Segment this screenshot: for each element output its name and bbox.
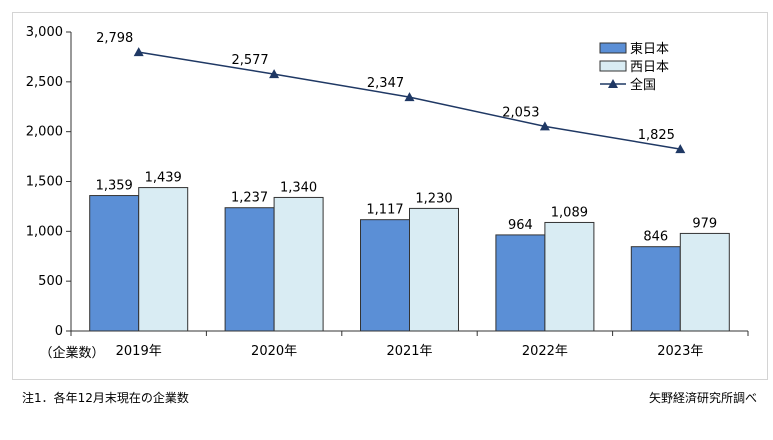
legend-label: 東日本 <box>630 41 669 57</box>
y-tick-label: 1,000 <box>26 224 63 239</box>
bar-data-label: 846 <box>643 230 668 245</box>
x-tick-label: 2019年 <box>116 344 162 359</box>
x-tick-label: 2023年 <box>657 344 703 359</box>
line-data-label: 1,825 <box>638 128 675 143</box>
line-data-label: 2,798 <box>96 31 133 46</box>
y-axis-label: （企業数） <box>39 345 104 361</box>
bar-east <box>630 246 681 332</box>
legend-swatch <box>599 60 627 72</box>
bar-west <box>544 221 595 332</box>
bar-east <box>224 207 275 332</box>
bar-data-label: 964 <box>508 218 533 233</box>
x-tick-label: 2021年 <box>386 344 432 359</box>
legend-label: 全国 <box>630 77 656 93</box>
bar-data-label: 1,089 <box>551 205 588 220</box>
bar-east <box>360 219 410 332</box>
bar-west <box>679 232 730 332</box>
bar-east <box>89 195 140 332</box>
bar-data-label: 1,340 <box>280 180 317 195</box>
bar-data-label: 1,117 <box>366 203 403 218</box>
bar-west <box>409 207 459 332</box>
legend-swatch <box>599 42 627 54</box>
bar-east <box>495 234 546 332</box>
line-marker-triangle <box>539 121 550 131</box>
line-marker-triangle <box>675 144 686 154</box>
bar-west <box>273 196 324 332</box>
legend-label: 西日本 <box>630 60 669 75</box>
line-data-label: 2,577 <box>231 53 268 68</box>
line-data-label: 2,347 <box>367 76 404 91</box>
line-marker-triangle <box>404 92 415 102</box>
source-note: 矢野経済研究所調べ <box>648 391 757 405</box>
y-tick-label: 0 <box>55 324 63 339</box>
x-tick-label: 2022年 <box>522 344 568 359</box>
bar-data-label: 1,359 <box>96 179 133 194</box>
y-tick-label: 2,500 <box>26 75 63 90</box>
footnote: 注1．各年12月末現在の企業数 <box>22 391 189 405</box>
bar-data-label: 1,230 <box>415 191 452 206</box>
bar-data-label: 1,439 <box>145 171 182 186</box>
y-tick-label: 1,500 <box>26 175 63 190</box>
bar-data-label: 1,237 <box>231 191 268 206</box>
y-tick-label: 2,000 <box>26 125 63 140</box>
line-marker-triangle <box>133 47 144 57</box>
bar-data-label: 979 <box>692 216 717 231</box>
line-data-label: 2,053 <box>502 105 539 120</box>
chart-frame <box>12 12 768 380</box>
y-tick-label: 500 <box>38 274 63 289</box>
legend-marker-triangle <box>608 79 618 88</box>
y-tick-label: 3,000 <box>26 25 63 40</box>
line-marker-triangle <box>269 69 280 79</box>
bar-west <box>138 187 189 332</box>
x-tick-label: 2020年 <box>251 344 297 359</box>
